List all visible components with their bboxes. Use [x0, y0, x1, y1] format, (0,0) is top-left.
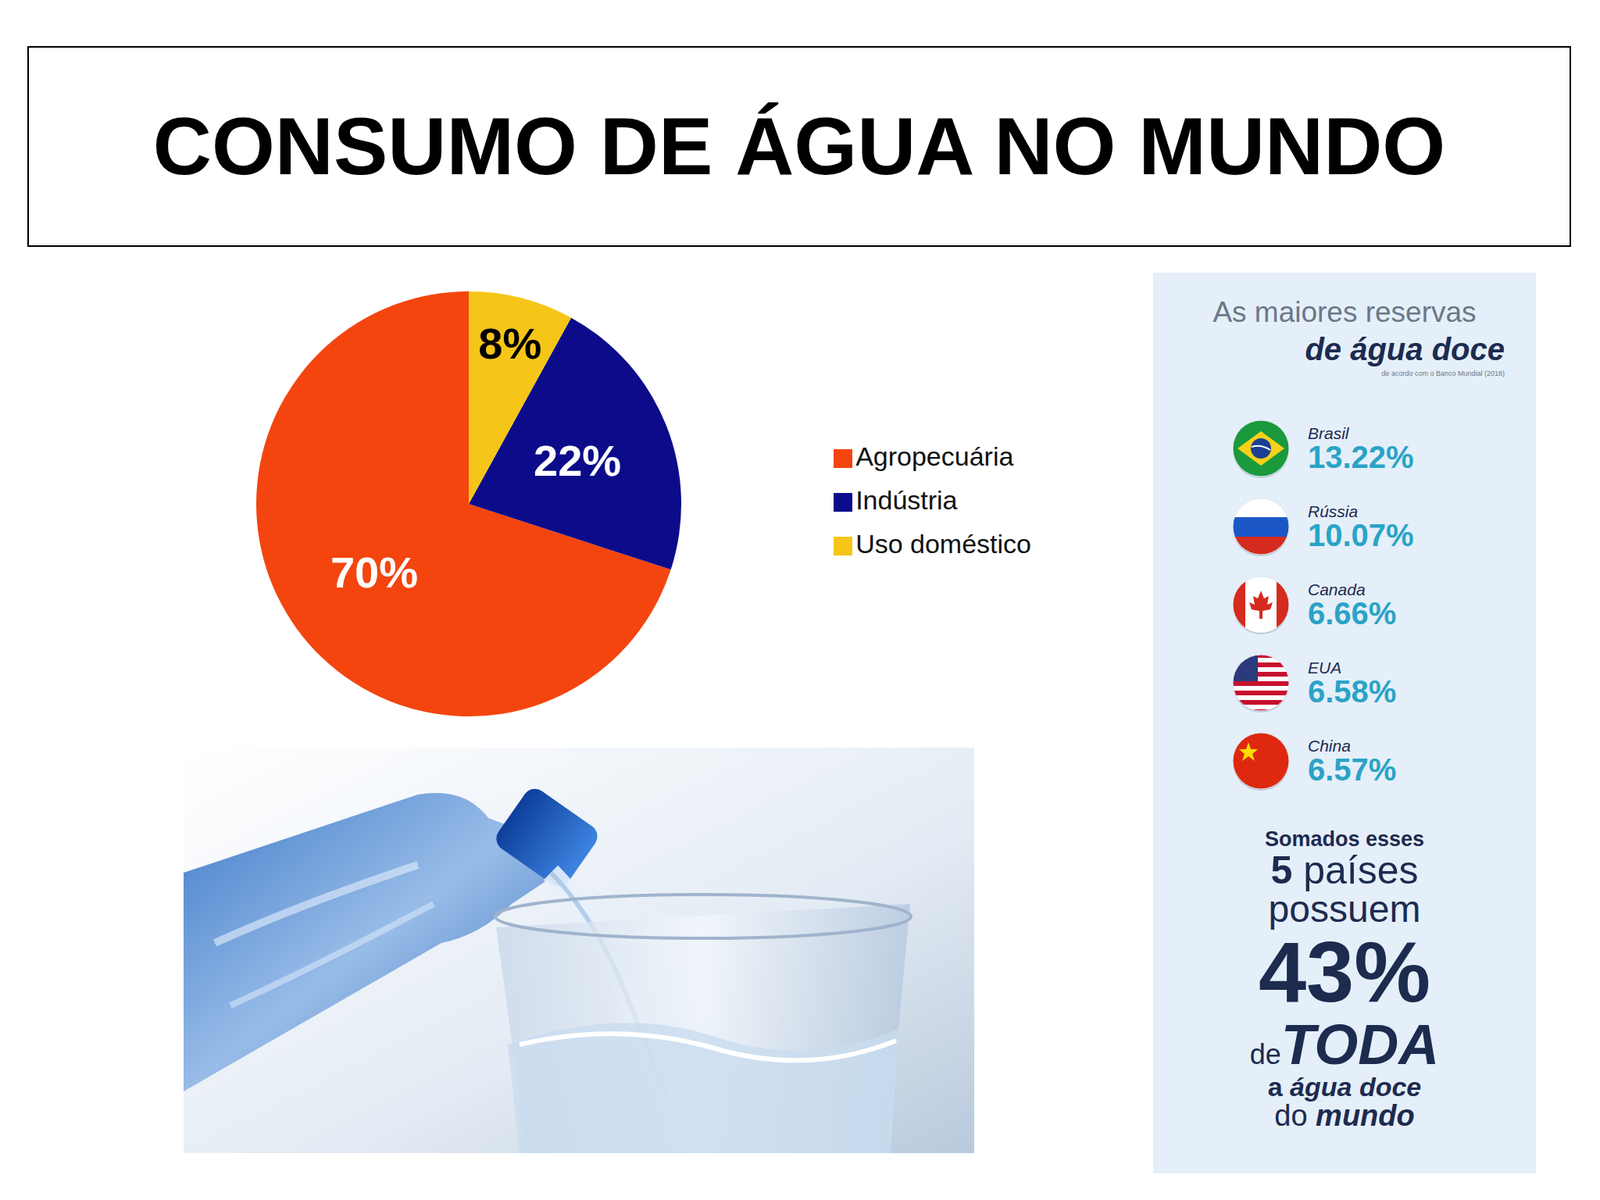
html-text:a água doce: a água doce: [1267, 1071, 1422, 1102]
html-text:Uso doméstico: Uso doméstico: [855, 528, 1032, 559]
html-text:6.66%: 6.66%: [1307, 595, 1397, 631]
html-text:5 países: 5 países: [1270, 848, 1419, 892]
svg-text:22%: 22%: [533, 435, 622, 486]
html-text:Somados esses: Somados esses: [1264, 827, 1425, 851]
html-text:Rússia: Rússia: [1307, 501, 1358, 520]
html-text:Indústria: Indústria: [855, 485, 958, 515]
html-text:Canada: Canada: [1307, 580, 1366, 599]
html-text:Agropecuária: Agropecuária: [855, 441, 1014, 472]
svg-text:70%: 70%: [330, 547, 418, 597]
html-text:de acordo com o Banco Mundial: de acordo com o Banco Mundial (2018): [1381, 369, 1505, 378]
html-text:CONSUMO DE ÁGUA NO MUNDO: CONSUMO DE ÁGUA NO MUNDO: [152, 100, 1446, 192]
html-text:13.22%: 13.22%: [1307, 439, 1414, 474]
html-text:6.58%: 6.58%: [1307, 673, 1397, 709]
html-text:43%: 43%: [1258, 923, 1431, 1020]
html-text:As maiores reservas: As maiores reservas: [1212, 296, 1477, 329]
html-text:de água doce: de água doce: [1305, 332, 1505, 367]
svg-text:8%: 8%: [478, 318, 542, 368]
html-text:6.57%: 6.57%: [1307, 751, 1397, 787]
html-text:China: China: [1307, 736, 1351, 755]
html-text:deTODA: deTODA: [1249, 1013, 1440, 1076]
html-text:possuem: possuem: [1268, 887, 1421, 930]
html-text:do mundo: do mundo: [1274, 1099, 1415, 1132]
html-text:10.07%: 10.07%: [1307, 517, 1414, 552]
html-text:EUA: EUA: [1307, 658, 1342, 677]
html-text:Brasil: Brasil: [1307, 423, 1349, 442]
